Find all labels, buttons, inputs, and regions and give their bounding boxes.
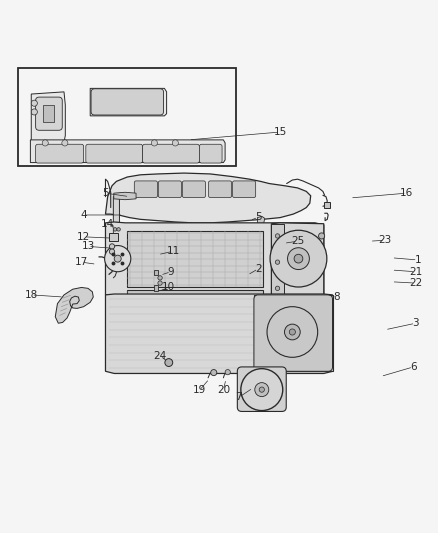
Circle shape <box>255 383 269 397</box>
Text: 18: 18 <box>25 290 38 300</box>
Circle shape <box>225 369 230 375</box>
Polygon shape <box>106 294 332 374</box>
Circle shape <box>31 100 37 106</box>
Text: 6: 6 <box>410 362 417 372</box>
Text: 25: 25 <box>291 236 304 246</box>
Text: 21: 21 <box>409 266 422 277</box>
FancyBboxPatch shape <box>91 89 163 115</box>
FancyBboxPatch shape <box>199 144 222 163</box>
Circle shape <box>31 109 37 115</box>
FancyBboxPatch shape <box>254 295 332 372</box>
Circle shape <box>42 140 48 146</box>
Circle shape <box>110 249 115 254</box>
FancyBboxPatch shape <box>182 181 205 198</box>
Circle shape <box>172 140 178 146</box>
FancyBboxPatch shape <box>134 181 157 198</box>
Text: 5: 5 <box>102 188 109 198</box>
FancyBboxPatch shape <box>35 144 84 163</box>
Polygon shape <box>31 92 65 142</box>
Polygon shape <box>106 222 324 297</box>
Circle shape <box>110 244 115 249</box>
FancyBboxPatch shape <box>233 181 256 198</box>
Text: 12: 12 <box>77 232 90 242</box>
Polygon shape <box>153 270 158 275</box>
Polygon shape <box>258 216 265 224</box>
FancyBboxPatch shape <box>237 367 286 411</box>
Text: 20: 20 <box>217 385 230 395</box>
Text: 17: 17 <box>75 257 88 267</box>
Circle shape <box>105 246 131 272</box>
Circle shape <box>276 286 280 290</box>
Circle shape <box>113 228 117 231</box>
Circle shape <box>318 233 325 239</box>
Text: 3: 3 <box>412 318 419 328</box>
Circle shape <box>276 260 280 264</box>
Text: 4: 4 <box>80 210 87 220</box>
Text: 11: 11 <box>166 246 180 256</box>
Text: 8: 8 <box>334 292 340 302</box>
Text: 19: 19 <box>193 385 206 395</box>
Polygon shape <box>153 285 158 290</box>
Polygon shape <box>324 202 330 207</box>
Circle shape <box>158 281 162 285</box>
Bar <box>127 290 263 320</box>
Polygon shape <box>113 197 120 223</box>
Text: 14: 14 <box>101 219 114 229</box>
Circle shape <box>241 369 283 410</box>
FancyBboxPatch shape <box>35 97 62 130</box>
Bar <box>127 231 263 287</box>
Circle shape <box>267 306 318 357</box>
Polygon shape <box>272 223 324 297</box>
Text: 5: 5 <box>255 212 261 222</box>
FancyBboxPatch shape <box>143 144 199 163</box>
Circle shape <box>276 234 280 238</box>
Bar <box>43 105 54 123</box>
Text: 2: 2 <box>255 264 261 273</box>
Polygon shape <box>90 88 166 116</box>
Circle shape <box>62 140 68 146</box>
Circle shape <box>117 228 120 231</box>
Text: 24: 24 <box>153 351 167 361</box>
Text: 16: 16 <box>400 188 413 198</box>
FancyBboxPatch shape <box>86 144 143 163</box>
Circle shape <box>165 359 173 367</box>
Text: 15: 15 <box>273 127 287 137</box>
Circle shape <box>151 140 157 146</box>
Circle shape <box>114 255 121 262</box>
FancyBboxPatch shape <box>208 181 232 198</box>
Polygon shape <box>254 295 332 372</box>
Text: 23: 23 <box>378 235 392 245</box>
Polygon shape <box>106 173 311 223</box>
Text: 13: 13 <box>81 241 95 252</box>
FancyBboxPatch shape <box>158 181 181 198</box>
Polygon shape <box>55 287 93 323</box>
Polygon shape <box>109 233 118 241</box>
Circle shape <box>259 387 265 392</box>
Circle shape <box>270 230 327 287</box>
Circle shape <box>285 324 300 340</box>
Text: 22: 22 <box>409 278 422 288</box>
Circle shape <box>211 369 217 376</box>
Circle shape <box>158 276 162 280</box>
Text: 9: 9 <box>168 266 174 277</box>
Circle shape <box>289 329 295 335</box>
Text: 10: 10 <box>162 282 175 293</box>
Circle shape <box>288 248 309 270</box>
Bar <box>272 224 284 295</box>
Text: 1: 1 <box>414 255 421 265</box>
Text: 7: 7 <box>235 392 242 402</box>
Polygon shape <box>30 140 225 163</box>
Bar <box>18 68 237 166</box>
Circle shape <box>294 254 303 263</box>
Polygon shape <box>114 192 136 200</box>
